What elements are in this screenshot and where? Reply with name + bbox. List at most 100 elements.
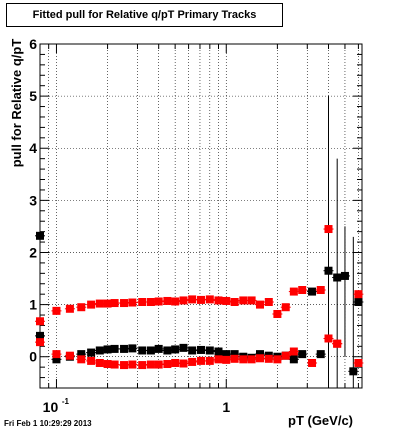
data-point-black (289, 355, 298, 364)
data-point-red (163, 296, 172, 305)
axis-ticks (39, 43, 362, 389)
data-point-red (103, 299, 112, 308)
data-point-red (65, 304, 74, 313)
data-point-red (230, 354, 239, 363)
data-point-red (171, 358, 180, 367)
data-point-red (247, 355, 256, 364)
data-point-red (154, 360, 163, 369)
data-point-red (354, 290, 363, 299)
data-point-red (179, 296, 188, 305)
data-point-black (154, 344, 163, 353)
data-point-red (230, 298, 239, 306)
data-point-red (95, 358, 104, 367)
data-point-red (128, 298, 137, 307)
x-axis-label: pT (GeV/c) (288, 413, 354, 428)
chart-title-box: Fitted pull for Relative q/pT Primary Tr… (6, 3, 283, 27)
data-series (35, 96, 364, 388)
y-tick-label: 1 (29, 297, 37, 313)
data-point-black (354, 298, 363, 306)
data-point-red (36, 338, 44, 347)
data-point-red (239, 355, 248, 364)
x-tick-label: 10 (43, 399, 59, 415)
data-point-red (52, 350, 61, 359)
data-point-red (247, 296, 256, 305)
x-tick-label: 1 (222, 399, 230, 415)
data-point-red (354, 358, 363, 367)
data-point-red (110, 360, 119, 369)
data-point-red (87, 300, 96, 309)
data-point-red (120, 299, 129, 308)
data-point-red (281, 303, 290, 312)
y-tick-label: 0 (29, 349, 37, 365)
y-axis-label: pull for Relative q/pT (9, 38, 24, 168)
data-point-red (171, 297, 180, 306)
data-point-red (138, 298, 147, 306)
y-tick-label: 6 (29, 36, 37, 52)
data-point-black (87, 348, 96, 357)
data-point-red (333, 339, 342, 348)
data-point-red (163, 360, 172, 369)
data-point-black (36, 331, 44, 340)
data-point-red (289, 347, 298, 356)
data-point-red (52, 306, 61, 315)
data-point-black (103, 345, 112, 354)
data-point-red (273, 355, 282, 364)
data-point-black (179, 343, 188, 352)
chart-title: Fitted pull for Relative q/pT Primary Tr… (32, 9, 257, 21)
data-point-black (333, 273, 342, 282)
data-point-red (255, 300, 264, 309)
data-point-black (214, 347, 223, 356)
data-point-black (316, 350, 325, 359)
plot-border (39, 43, 363, 389)
data-point-red (146, 298, 155, 306)
data-point-black (205, 346, 214, 355)
data-point-red (264, 298, 273, 306)
data-point-red (324, 225, 333, 234)
data-point-red (95, 299, 104, 308)
data-point-black (52, 355, 61, 364)
data-point-red (110, 299, 119, 308)
y-tick-label: 4 (29, 140, 37, 156)
data-point-black (128, 344, 137, 353)
data-point-black (230, 350, 239, 359)
data-point-red (154, 297, 163, 306)
data-point-red (188, 295, 197, 304)
y-tick-label: 3 (29, 192, 37, 208)
data-point-red (264, 354, 273, 363)
y-tick-label: 5 (29, 88, 37, 104)
data-point-black (77, 350, 86, 359)
data-point-black (298, 350, 307, 359)
data-point-red (222, 355, 231, 364)
data-point-red (188, 357, 197, 366)
data-point-red (324, 334, 333, 343)
data-point-red (308, 358, 317, 367)
data-point-red (316, 286, 325, 295)
x-tick-label-exponent: -1 (62, 397, 70, 406)
data-point-red (197, 356, 206, 365)
grid-lines (39, 43, 362, 388)
data-point-black (171, 345, 180, 354)
data-point-red (128, 360, 137, 369)
data-point-red (214, 355, 223, 364)
plot-frame (39, 43, 363, 389)
data-point-red (298, 286, 307, 295)
data-point-red (255, 354, 264, 363)
data-point-red (205, 295, 214, 304)
data-point-black (255, 350, 264, 359)
data-point-red (197, 295, 206, 304)
data-point-red (281, 351, 290, 360)
data-point-black (138, 346, 147, 355)
data-point-black (36, 231, 44, 240)
data-point-black (120, 344, 129, 353)
data-point-red (222, 296, 231, 305)
data-point-red (77, 355, 86, 364)
data-point-black (197, 345, 206, 354)
data-point-black (349, 367, 358, 376)
data-point-red (179, 359, 188, 368)
data-point-black (308, 287, 317, 296)
data-point-red (65, 351, 74, 360)
data-point-red (138, 361, 147, 370)
data-point-red (289, 287, 298, 296)
data-point-black (163, 346, 172, 355)
